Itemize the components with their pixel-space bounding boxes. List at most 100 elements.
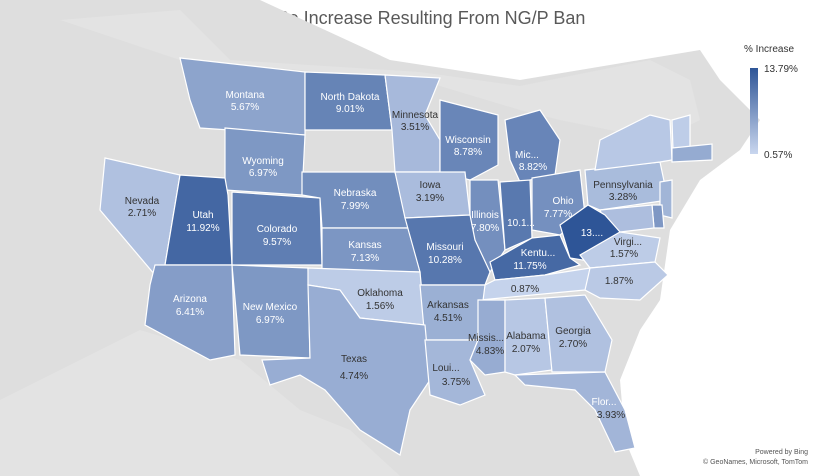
svg-text:7.13%: 7.13% bbox=[351, 253, 379, 264]
label-north-carolina-value: 1.87% bbox=[605, 276, 633, 287]
label-kansas-value: 7.13% bbox=[351, 253, 379, 264]
svg-text:Pennsylvania: Pennsylvania bbox=[593, 180, 653, 191]
label-nebraska-value: 7.99% bbox=[341, 201, 369, 212]
label-nevada-name: Nevada bbox=[125, 196, 160, 207]
svg-text:4.83%: 4.83% bbox=[476, 346, 504, 357]
svg-text:10.28%: 10.28% bbox=[428, 255, 462, 266]
svg-text:2.70%: 2.70% bbox=[559, 339, 587, 350]
label-oklahoma-value: 1.56% bbox=[366, 301, 394, 312]
svg-text:11.92%: 11.92% bbox=[186, 223, 219, 234]
label-arkansas-value: 4.51% bbox=[434, 313, 462, 324]
svg-text:3.19%: 3.19% bbox=[416, 193, 444, 204]
label-utah-name: Utah bbox=[192, 210, 213, 221]
label-virginia-value: 1.57% bbox=[610, 249, 638, 260]
label-wisconsin-value: 8.78% bbox=[454, 147, 482, 158]
label-oklahoma-name: Oklahoma bbox=[357, 288, 403, 299]
state-alabama[interactable] bbox=[504, 297, 553, 376]
svg-text:3.93%: 3.93% bbox=[597, 410, 625, 421]
svg-text:7.99%: 7.99% bbox=[341, 201, 369, 212]
svg-text:Missis...: Missis... bbox=[468, 333, 504, 344]
label-florida-value: 3.93% bbox=[597, 410, 625, 421]
state-virginia[interactable] bbox=[579, 231, 661, 269]
label-florida-name: Flor... bbox=[591, 397, 616, 408]
label-west-virginia-value: 13.... bbox=[581, 228, 603, 239]
label-virginia-name: Virgi... bbox=[614, 237, 642, 248]
svg-text:Colorado: Colorado bbox=[257, 224, 298, 235]
label-montana-value: 5.67% bbox=[231, 102, 259, 113]
svg-text:Utah: Utah bbox=[192, 210, 213, 221]
label-missouri-value: 10.28% bbox=[428, 255, 462, 266]
svg-text:6.41%: 6.41% bbox=[176, 307, 204, 318]
label-north-dakota-value: 9.01% bbox=[336, 104, 364, 115]
legend-max-value: 13.79% bbox=[764, 64, 798, 75]
label-minnesota-value: 3.51% bbox=[401, 122, 429, 133]
label-kentucky-name: Kentu... bbox=[521, 248, 555, 259]
svg-text:Wyoming: Wyoming bbox=[242, 156, 284, 167]
label-mississippi-value: 4.83% bbox=[476, 346, 504, 357]
svg-text:Arizona: Arizona bbox=[173, 294, 207, 305]
svg-text:Kentu...: Kentu... bbox=[521, 248, 555, 259]
label-georgia-value: 2.70% bbox=[559, 339, 587, 350]
label-louisiana-name: Loui... bbox=[432, 363, 459, 374]
svg-text:Loui...: Loui... bbox=[432, 363, 459, 374]
svg-text:13....: 13.... bbox=[581, 228, 603, 239]
label-pennsylvania-value: 3.28% bbox=[609, 192, 637, 203]
state-new-jersey[interactable] bbox=[659, 179, 673, 219]
label-ohio-name: Ohio bbox=[552, 196, 574, 207]
label-colorado-name: Colorado bbox=[257, 224, 298, 235]
state-utah[interactable] bbox=[164, 174, 233, 266]
svg-text:New Mexico: New Mexico bbox=[243, 302, 298, 313]
svg-text:Arkansas: Arkansas bbox=[427, 300, 469, 311]
label-minnesota-name: Minnesota bbox=[392, 110, 439, 121]
svg-text:10.1...: 10.1... bbox=[507, 218, 535, 229]
state-north-carolina[interactable] bbox=[584, 261, 669, 301]
state-georgia[interactable] bbox=[544, 294, 613, 373]
svg-text:2.71%: 2.71% bbox=[128, 208, 156, 219]
label-arizona-value: 6.41% bbox=[176, 307, 204, 318]
label-iowa-value: 3.19% bbox=[416, 193, 444, 204]
label-colorado-value: 9.57% bbox=[263, 237, 291, 248]
label-utah-value: 11.92% bbox=[186, 223, 219, 234]
legend-color-scale bbox=[750, 68, 758, 154]
label-pennsylvania-name: Pennsylvania bbox=[593, 180, 653, 191]
svg-text:1.56%: 1.56% bbox=[366, 301, 394, 312]
label-georgia-name: Georgia bbox=[555, 326, 591, 337]
svg-text:Iowa: Iowa bbox=[419, 180, 441, 191]
label-michigan-name: Mic... bbox=[515, 150, 539, 161]
svg-text:Minnesota: Minnesota bbox=[392, 110, 439, 121]
label-alabama-name: Alabama bbox=[506, 331, 546, 342]
state-massachusetts[interactable] bbox=[671, 143, 713, 163]
svg-text:Wisconsin: Wisconsin bbox=[445, 135, 491, 146]
svg-text:6.97%: 6.97% bbox=[249, 168, 277, 179]
label-texas-value: 4.74% bbox=[340, 371, 368, 382]
state-indiana[interactable] bbox=[499, 179, 533, 251]
svg-text:4.74%: 4.74% bbox=[340, 371, 368, 382]
label-arizona-name: Arizona bbox=[173, 294, 207, 305]
svg-text:3.28%: 3.28% bbox=[609, 192, 637, 203]
svg-text:Missouri: Missouri bbox=[426, 242, 463, 253]
svg-text:8.78%: 8.78% bbox=[454, 147, 482, 158]
label-kansas-name: Kansas bbox=[348, 240, 381, 251]
state-vermont[interactable] bbox=[671, 114, 691, 151]
state-florida[interactable] bbox=[513, 371, 636, 453]
label-louisiana-value: 3.75% bbox=[442, 377, 470, 388]
svg-text:7.80%: 7.80% bbox=[471, 223, 499, 234]
label-north-dakota-name: North Dakota bbox=[321, 92, 380, 103]
svg-text:Mic...: Mic... bbox=[515, 150, 539, 161]
state-texas[interactable] bbox=[261, 284, 431, 456]
label-nebraska-name: Nebraska bbox=[334, 188, 377, 199]
label-indiana-value: 10.1... bbox=[507, 218, 535, 229]
label-wisconsin-name: Wisconsin bbox=[445, 135, 491, 146]
label-montana-name: Montana bbox=[226, 90, 265, 101]
label-nevada-value: 2.71% bbox=[128, 208, 156, 219]
svg-text:Flor...: Flor... bbox=[591, 397, 616, 408]
label-new-mexico-name: New Mexico bbox=[243, 302, 298, 313]
label-alabama-value: 2.07% bbox=[512, 344, 540, 355]
legend-min-value: 0.57% bbox=[764, 150, 793, 161]
svg-text:Nevada: Nevada bbox=[125, 196, 160, 207]
svg-text:11.75%: 11.75% bbox=[513, 261, 546, 272]
svg-text:2.07%: 2.07% bbox=[512, 344, 540, 355]
label-wyoming-value: 6.97% bbox=[249, 168, 277, 179]
